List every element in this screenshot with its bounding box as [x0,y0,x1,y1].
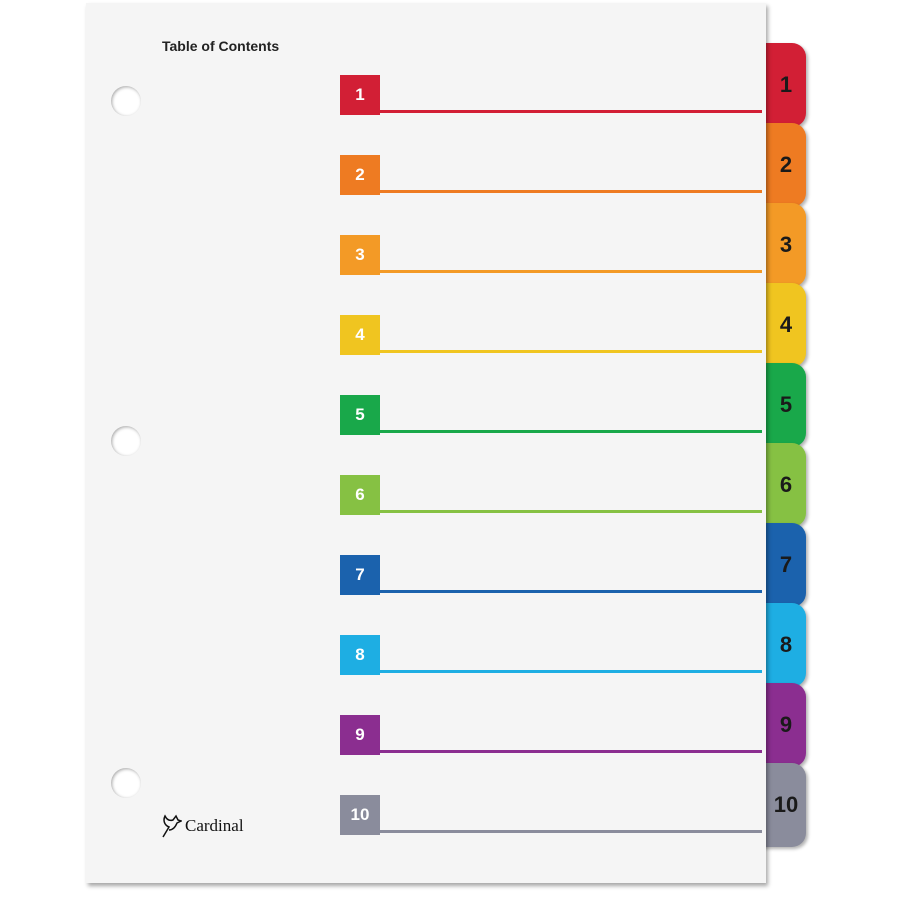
entry-line[interactable] [380,270,762,273]
divider-tab[interactable]: 3 [760,203,806,287]
toc-entry[interactable]: 4 [340,315,762,355]
cardinal-logo: Cardinal [160,813,244,839]
entry-line[interactable] [380,190,762,193]
logo-text: Cardinal [185,816,244,835]
entry-number: 7 [340,555,380,595]
entry-line[interactable] [380,750,762,753]
toc-page: Table of Contents 1 2 3 4 5 6 7 8 9 10 Cardinal [86,3,766,883]
entry-number: 9 [340,715,380,755]
cardinal-bird-icon [162,814,182,838]
toc-entry[interactable]: 8 [340,635,762,675]
toc-entry[interactable]: 9 [340,715,762,755]
entry-line[interactable] [380,110,762,113]
divider-tab[interactable]: 2 [760,123,806,207]
divider-tab[interactable]: 6 [760,443,806,527]
entry-number: 2 [340,155,380,195]
divider-tab[interactable]: 1 [760,43,806,127]
entry-line[interactable] [380,590,762,593]
divider-tab[interactable]: 10 [760,763,806,847]
entry-number: 3 [340,235,380,275]
toc-entry[interactable]: 2 [340,155,762,195]
divider-tab[interactable]: 9 [760,683,806,767]
entry-line[interactable] [380,510,762,513]
divider-tab[interactable]: 4 [760,283,806,367]
entry-number: 8 [340,635,380,675]
punch-hole [111,86,141,116]
entry-number: 10 [340,795,380,835]
toc-entry[interactable]: 7 [340,555,762,595]
punch-hole [111,768,141,798]
divider-tab[interactable]: 8 [760,603,806,687]
entry-line[interactable] [380,830,762,833]
entry-number: 1 [340,75,380,115]
entry-line[interactable] [380,430,762,433]
punch-hole [111,426,141,456]
divider-tab[interactable]: 5 [760,363,806,447]
entry-line[interactable] [380,670,762,673]
divider-tab[interactable]: 7 [760,523,806,607]
toc-entry[interactable]: 1 [340,75,762,115]
page-title: Table of Contents [162,38,280,54]
toc-entry[interactable]: 3 [340,235,762,275]
entry-number: 6 [340,475,380,515]
toc-entry[interactable]: 10 [340,795,762,835]
toc-entry[interactable]: 5 [340,395,762,435]
entry-line[interactable] [380,350,762,353]
toc-entry[interactable]: 6 [340,475,762,515]
entry-number: 5 [340,395,380,435]
entry-number: 4 [340,315,380,355]
